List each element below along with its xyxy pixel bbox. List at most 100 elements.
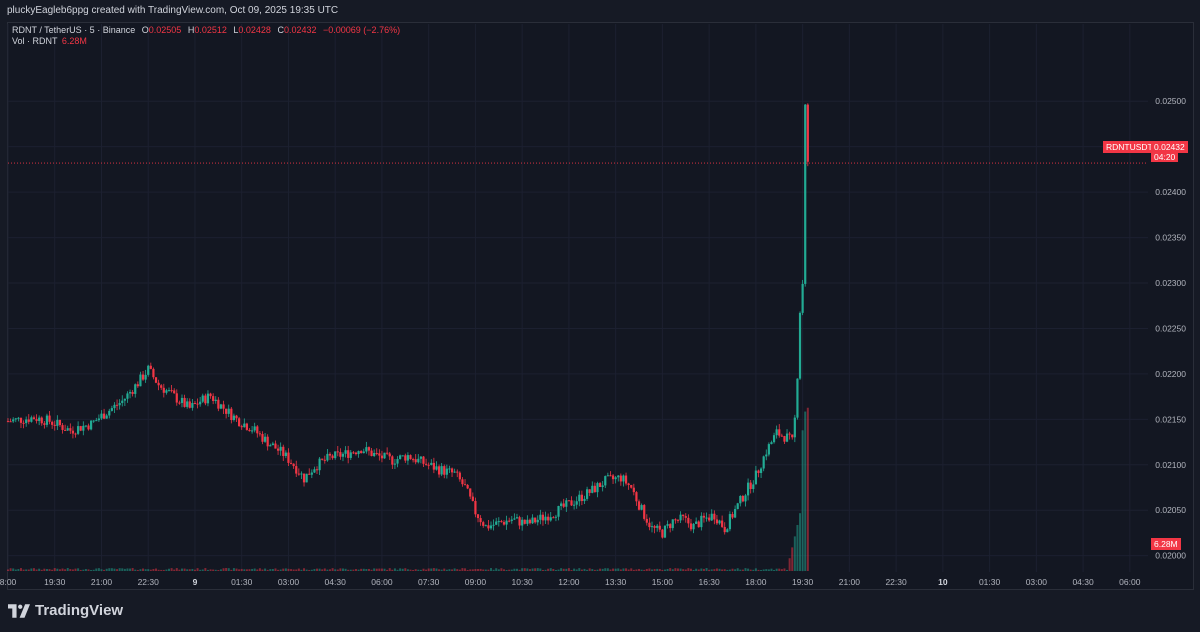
candle-body [147,365,150,375]
volume-bar [630,568,633,571]
tradingview-logo[interactable]: TradingView [8,602,123,619]
volume-bar [578,568,581,571]
candle-body [365,447,368,452]
volume-bar [74,568,77,571]
volume-bar [453,568,456,571]
low-label: L [233,25,239,35]
volume-bar [45,569,48,571]
volume-bar [212,569,215,571]
volume-bar [406,569,409,571]
candle-body [754,470,757,485]
volume-bar [209,569,212,571]
volume-bar [399,568,402,571]
candle-body [549,517,552,521]
candle-body [302,473,306,483]
volume-bar [783,568,786,571]
candle-body [492,524,495,526]
volume-bar [97,568,100,571]
volume-bar [534,568,537,571]
volume-bar [599,568,602,571]
candle-body [58,419,62,426]
candlestick-chart[interactable]: 0.025000.024500.024000.023500.023000.022… [0,0,1200,592]
candle-body [734,509,737,518]
volume-bar [295,569,298,571]
volume-label[interactable]: Vol · RDNT [12,36,58,46]
candle-body [175,393,178,403]
candle-body [386,452,389,454]
candle-body [448,468,451,470]
chart-pane[interactable] [7,22,1194,590]
candle-body [500,521,503,523]
candle-body [541,514,545,521]
brand-name: TradingView [35,602,124,619]
volume-bar [435,568,438,571]
candle-body [230,408,233,421]
candle-body [214,399,217,402]
candle-body [765,454,768,457]
volume-bar [557,569,560,571]
volume-bar [105,568,108,571]
candle-body [593,485,596,493]
open-value: 0.02505 [148,25,182,35]
volume-bar [723,569,726,571]
y-tick-label: 0.02300 [1155,278,1186,288]
candle-body [191,403,194,408]
x-tick-label: 19:30 [44,577,66,587]
volume-bar [40,569,43,571]
candle-body [14,418,17,420]
volume-bar [508,569,511,571]
candle-body [35,419,38,421]
candle-body [583,498,586,502]
last-price-tag: 0.02432 [1151,141,1188,153]
candle-body [227,408,230,414]
candle-body [154,377,158,383]
volume-bar [554,569,557,571]
candle-body [334,451,337,459]
volume-bar [17,569,20,571]
candle-body [736,503,739,510]
candle-body [471,496,474,501]
candle-body [183,397,186,407]
candle-body [463,484,467,486]
volume-bar [767,569,770,571]
volume-bar [612,568,615,571]
candle-body [370,450,373,457]
volume-bar [632,569,635,571]
y-tick-label: 0.02200 [1155,369,1186,379]
volume-bar [778,568,781,571]
candle-body [136,384,139,387]
volume-bar [765,569,768,571]
x-tick-label: 21:00 [839,577,861,587]
volume-bar [731,568,734,571]
volume-bar [721,569,724,571]
candle-body [671,519,674,529]
symbol-title[interactable]: RDNT / TetherUS · 5 · Binance [12,25,136,35]
candle-body [222,404,225,409]
volume-bar [671,569,674,571]
candle-body [778,429,781,436]
volume-bar [695,568,698,571]
candle-body [710,513,713,521]
candle-body [328,453,332,456]
volume-bar [747,568,750,571]
volume-bar [391,569,394,571]
volume-bar [682,569,685,571]
volume-bar [526,568,529,571]
x-tick-label: 04:30 [325,577,347,587]
volume-bar [658,568,661,571]
candle-body [565,500,568,507]
volume-bar [19,568,22,571]
candle-body [759,468,763,474]
candle-body [785,433,789,442]
volume-bar [219,569,222,571]
volume-bar [12,568,15,571]
candle-body [770,442,773,445]
candle-body [399,455,402,460]
volume-bar [121,568,124,571]
volume-bar [147,569,150,571]
volume-bar [528,569,531,571]
volume-bar [679,568,682,571]
candle-body [245,423,249,430]
volume-bar [749,569,752,571]
volume-bar [173,569,176,571]
